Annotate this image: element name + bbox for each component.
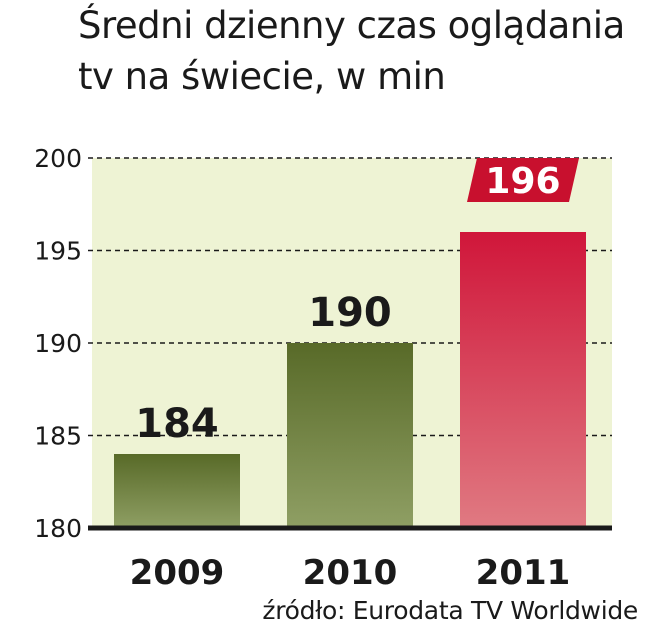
y-tick-label: 190	[34, 329, 82, 358]
x-tick-label: 2011	[476, 553, 571, 593]
bar-2010	[287, 343, 413, 528]
chart-title-line-1: Średni dzienny czas oglądania	[78, 4, 625, 47]
data-label: 190	[308, 290, 392, 336]
source-note: źródło: Eurodata TV Worldwide	[262, 596, 638, 625]
x-tick-label: 2010	[303, 553, 398, 593]
bars: 184 190 196	[114, 158, 586, 528]
chart-title: Średni dzienny czas oglądania tv na świe…	[78, 0, 638, 102]
data-label: 184	[135, 401, 219, 447]
y-tick-label: 180	[34, 514, 82, 543]
y-tick-label: 185	[34, 422, 82, 451]
bar-2011	[460, 232, 586, 528]
bar-2009	[114, 454, 240, 528]
chart-title-line-2: tv na świecie, w min	[78, 55, 446, 98]
data-label: 196	[485, 161, 560, 202]
y-axis-ticks: 180 185 190 195 200	[34, 144, 82, 543]
x-axis-labels: 2009 2010 2011	[130, 553, 571, 593]
x-tick-label: 2009	[130, 553, 225, 593]
y-tick-label: 195	[34, 237, 82, 266]
y-tick-label: 200	[34, 144, 82, 173]
highlight-value-badge	[467, 158, 579, 202]
